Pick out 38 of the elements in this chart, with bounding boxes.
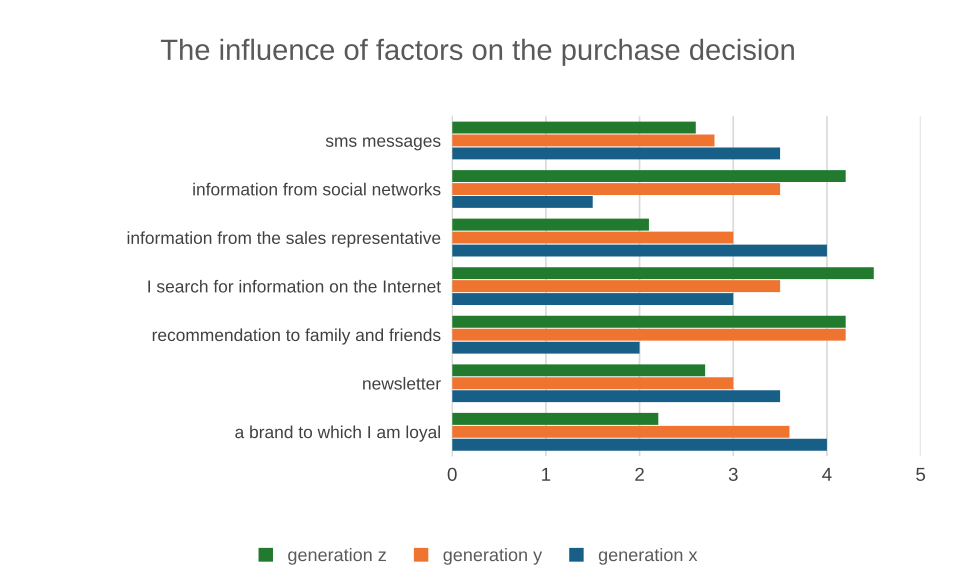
x-tick-label: 4 [822,468,832,481]
bar [452,342,640,354]
x-tick-label: 0 [448,468,457,481]
legend-label: generation x [598,548,698,565]
bar [452,316,846,328]
legend-label: generation y [444,548,542,565]
bar [452,267,874,280]
y-tick-label: newsletter [363,376,441,390]
bar [452,390,780,402]
bar [452,328,846,341]
bar [452,412,658,425]
bar [452,438,827,451]
bar [452,244,827,256]
x-tick-label: 2 [635,468,644,481]
bar [452,377,734,390]
y-tick-label: recommendation to family and friends [152,328,440,345]
y-tick-label: sms messages [326,137,440,150]
bar [452,170,846,182]
chart-title: The influence of factors on the purchase decision [160,38,794,66]
bar [452,134,715,146]
y-tick-label: a brand to which I am loyal [235,426,440,442]
bar [452,364,706,376]
bar [452,147,780,160]
bar [452,280,780,292]
legend-label: generation z [288,548,386,565]
x-tick-label: 5 [916,468,926,481]
bar [452,426,790,438]
bar [452,196,593,208]
y-tick-label: information from the sales representative [128,231,440,248]
bar [452,183,780,195]
bar [452,293,734,306]
y-tick-label: information from social networks [193,182,440,196]
y-tick-label: I search for information on the Internet [148,280,441,293]
bar [452,218,649,231]
bar [452,232,734,244]
x-tick-label: 1 [542,468,550,481]
x-tick-label: 3 [728,468,738,481]
bar [452,122,696,134]
